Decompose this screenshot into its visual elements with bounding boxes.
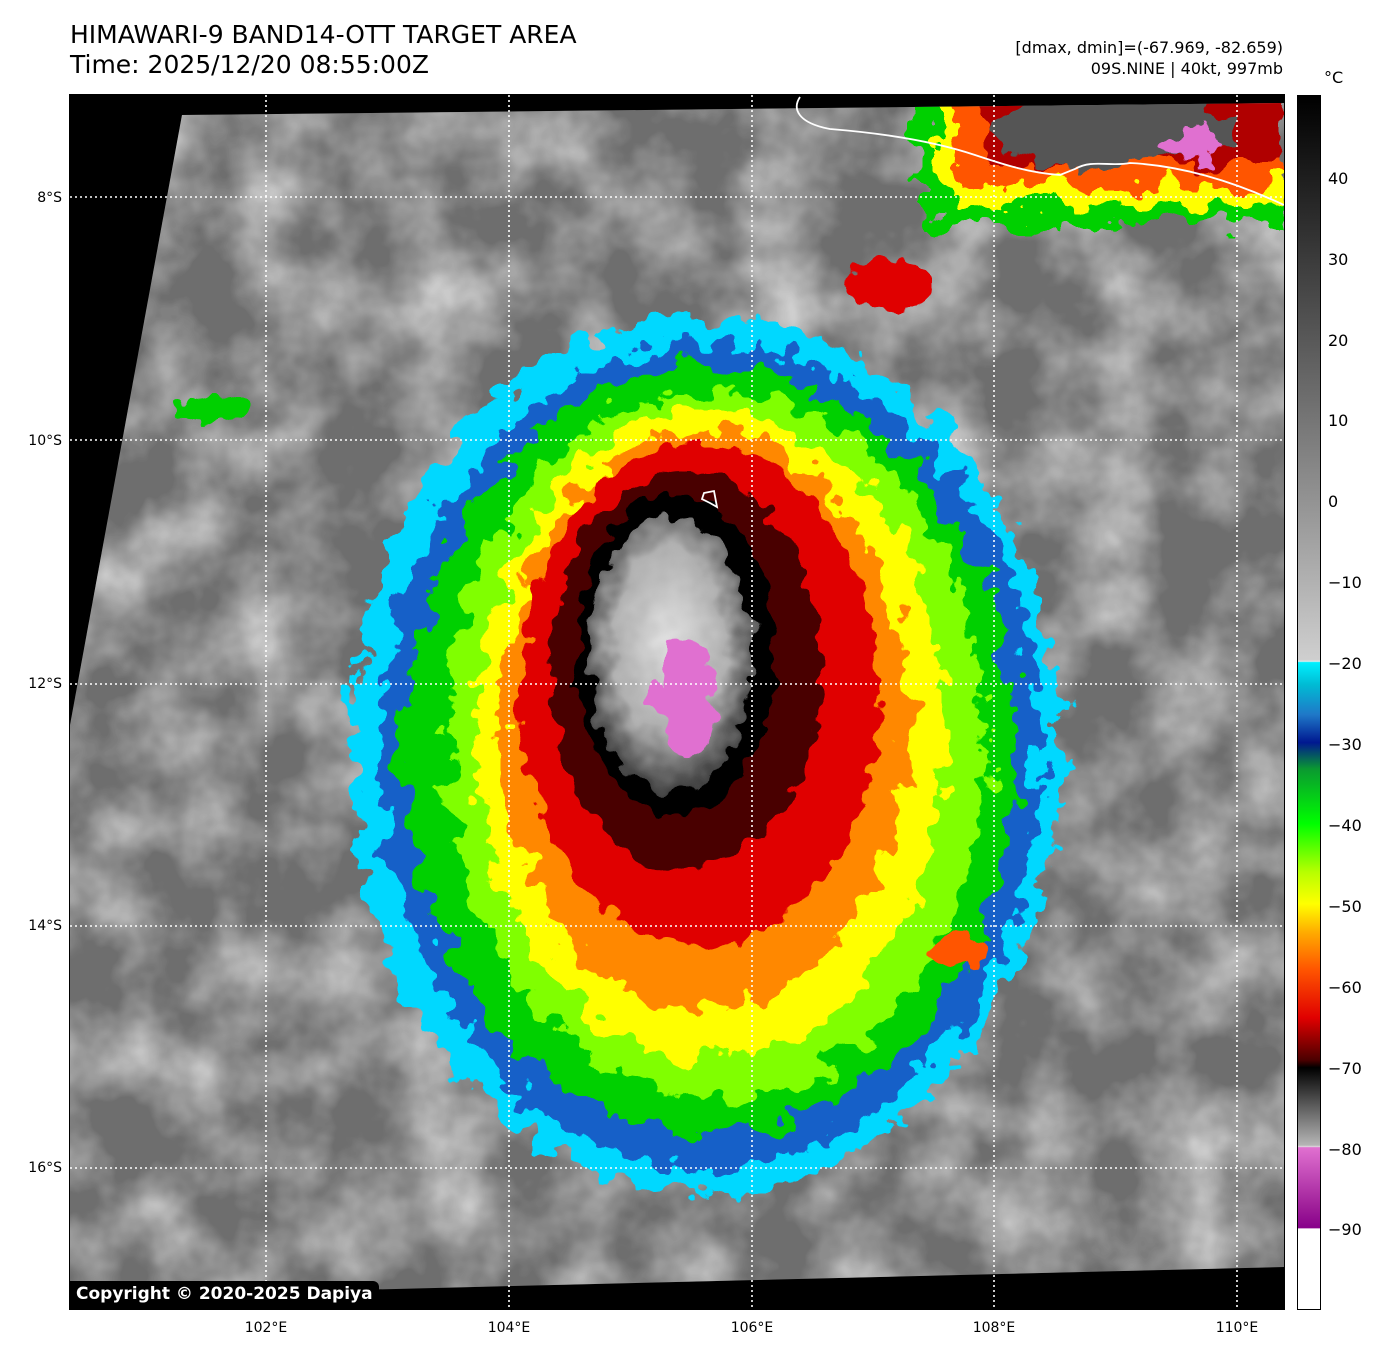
- image-swath: [70, 103, 1284, 1297]
- lon-label-106e: 106°E: [730, 1320, 774, 1336]
- lat-label-10s: 10°S: [28, 433, 62, 449]
- lon-label-104e: 104°E: [487, 1320, 531, 1336]
- java-convection: [920, 103, 1284, 225]
- satellite-imagery: [70, 95, 1284, 1309]
- colorbar-tick: 40: [1328, 169, 1349, 188]
- lon-label-110e: 110°E: [1215, 1320, 1259, 1336]
- lat-label-12s: 12°S: [28, 676, 62, 692]
- title-line-2: Time: 2025/12/20 08:55:00Z: [70, 50, 429, 79]
- temperature-range: [dmax, dmin]=(-67.969, -82.659): [1015, 38, 1283, 57]
- coastline: [795, 96, 1284, 206]
- colorbar-tick: −40: [1328, 816, 1362, 835]
- satellite-map: [69, 94, 1285, 1310]
- figure-title: HIMAWARI-9 BAND14-OTT TARGET AREA Time: …: [70, 20, 577, 80]
- colorbar-tick: 30: [1328, 250, 1349, 269]
- lat-label-8s: 8°S: [37, 190, 62, 206]
- colorbar-tick: −70: [1328, 1059, 1362, 1078]
- cloud-core: [520, 445, 880, 945]
- colorbar-tick: −10: [1328, 573, 1362, 592]
- colorbar-tick: 20: [1328, 331, 1349, 350]
- colorbar-tick: −80: [1328, 1140, 1362, 1159]
- gridlines: [70, 95, 1284, 1309]
- lat-label-14s: 14°S: [28, 918, 62, 934]
- island-outline: [700, 489, 719, 509]
- colorbar-tick: −90: [1328, 1220, 1362, 1239]
- lon-label-102e: 102°E: [244, 1320, 288, 1336]
- lat-label-16s: 16°S: [28, 1160, 62, 1176]
- temperature-colorbar: [1297, 95, 1321, 1310]
- storm-info: [dmax, dmin]=(-67.969, -82.659) 09S.NINE…: [1015, 37, 1283, 79]
- title-line-1: HIMAWARI-9 BAND14-OTT TARGET AREA: [70, 20, 577, 49]
- colorbar-unit: °C: [1324, 68, 1344, 87]
- colorbar-tick: 10: [1328, 411, 1349, 430]
- colorbar-tick: −20: [1328, 654, 1362, 673]
- copyright-label: Copyright © 2020-2025 Dapiya: [70, 1281, 379, 1307]
- colorbar-tick: 0: [1328, 492, 1339, 511]
- storm-details: 09S.NINE | 40kt, 997mb: [1090, 59, 1283, 78]
- colorbar-tick: −30: [1328, 735, 1362, 754]
- lon-label-108e: 108°E: [972, 1320, 1016, 1336]
- colorbar-tick: −50: [1328, 897, 1362, 916]
- colorbar-tick: −60: [1328, 978, 1362, 997]
